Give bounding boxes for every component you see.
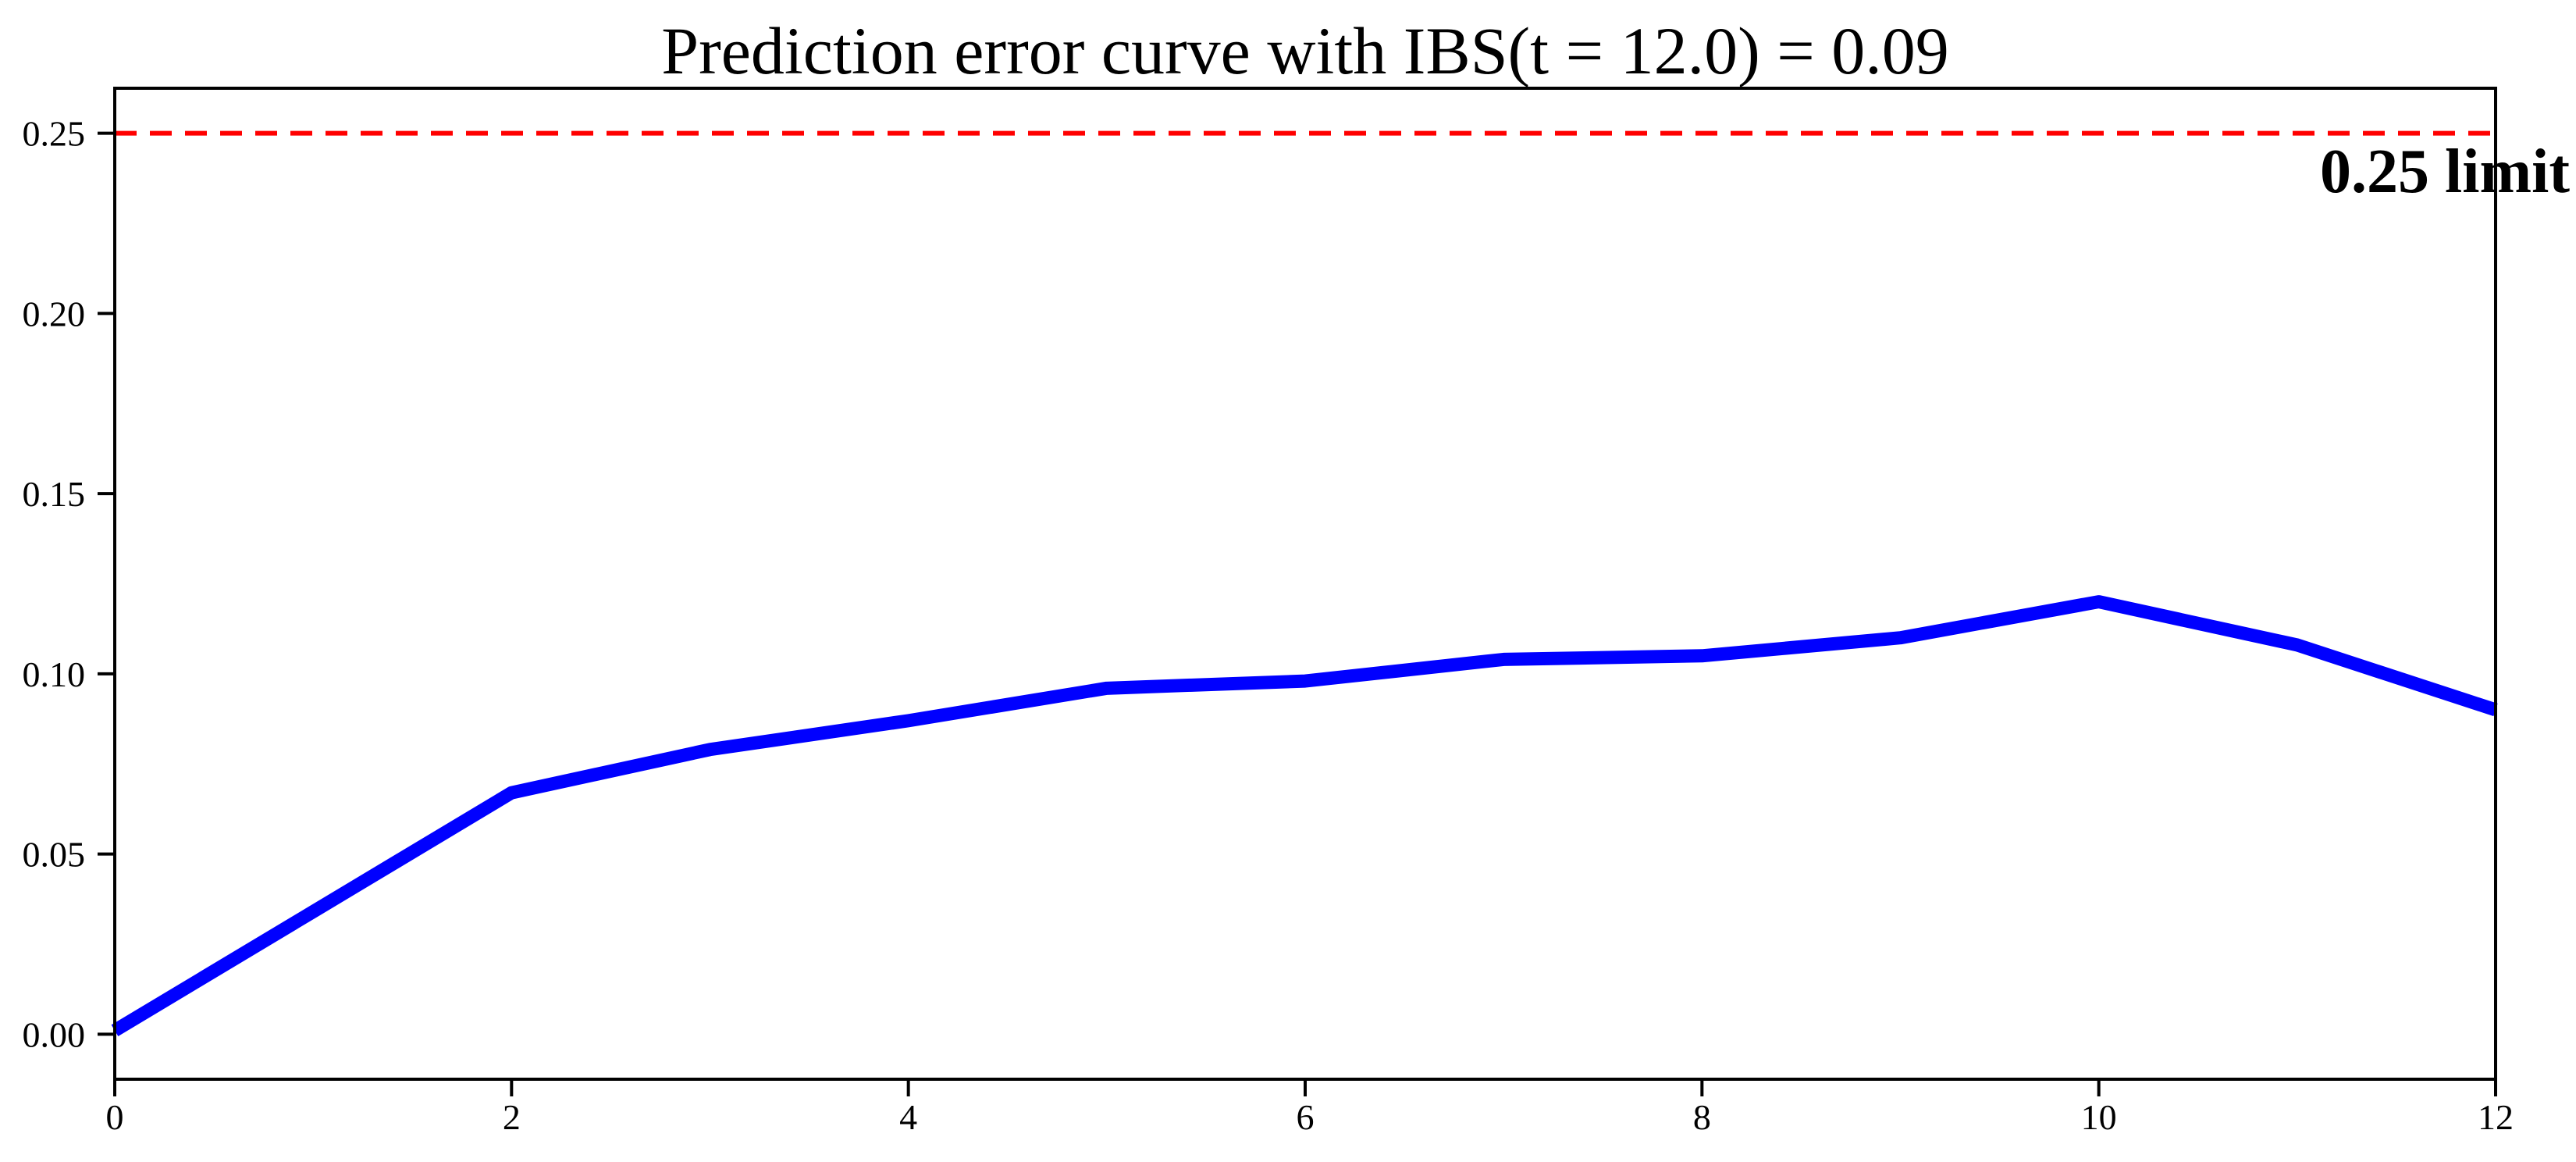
y-tick-label: 0.05 bbox=[23, 835, 86, 875]
y-tick-label: 0.25 bbox=[23, 114, 86, 154]
x-tick-label: 0 bbox=[106, 1097, 124, 1137]
axis-ticks: 0.00 0.05 0.10 0.15 0.20 0.25 0 2 4 6 8 10 12 bbox=[23, 114, 2514, 1137]
plot-border bbox=[113, 87, 2497, 1081]
x-tick-label: 10 bbox=[2081, 1097, 2117, 1137]
y-tick-label: 0.20 bbox=[23, 294, 86, 333]
x-tick-label: 2 bbox=[503, 1097, 521, 1137]
x-tick-label: 4 bbox=[899, 1097, 917, 1137]
y-tick-label: 0.15 bbox=[23, 474, 86, 514]
prediction-error-curve bbox=[111, 595, 2498, 1036]
x-tick-label: 12 bbox=[2478, 1097, 2514, 1137]
x-tick-label: 8 bbox=[1693, 1097, 1711, 1137]
limit-line-label: 0.25 limit bbox=[2320, 137, 2570, 206]
y-tick-label: 0.10 bbox=[23, 654, 86, 694]
y-tick-label: 0.00 bbox=[23, 1014, 86, 1054]
chart-title: Prediction error curve with IBS(t = 12.0… bbox=[661, 13, 1948, 88]
x-tick-label: 6 bbox=[1297, 1097, 1315, 1137]
